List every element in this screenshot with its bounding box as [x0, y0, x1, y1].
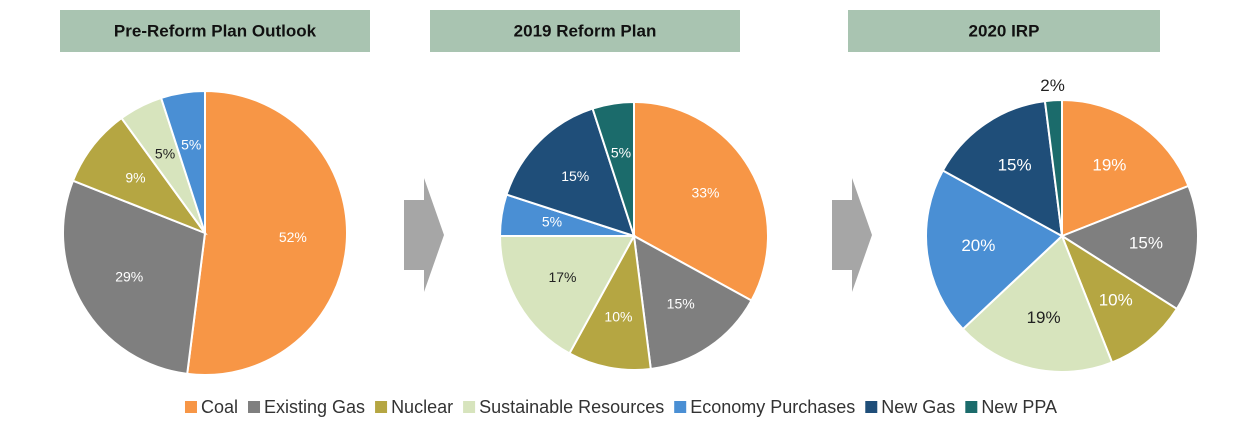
legend-label: Existing Gas — [264, 397, 365, 417]
legend-label: Economy Purchases — [690, 397, 855, 417]
value-label: 10% — [604, 308, 632, 324]
value-label: 15% — [561, 168, 589, 184]
pie-slice — [633, 100, 769, 302]
legend-item: Coal — [184, 397, 238, 417]
pie-slice — [632, 234, 753, 371]
pie-slice — [925, 169, 1064, 331]
panel-title: 2020 IRP — [969, 21, 1040, 40]
value-label: 19% — [1027, 308, 1061, 327]
legend-item: New Gas — [865, 397, 955, 417]
pie-slice — [1059, 233, 1179, 364]
pie-slice — [1043, 98, 1063, 237]
pie-slice — [159, 89, 206, 234]
pie-slice — [498, 235, 636, 355]
legend-swatch — [965, 401, 978, 413]
arrow — [404, 178, 444, 292]
legend-label: Nuclear — [391, 397, 453, 417]
value-label: 15% — [998, 156, 1032, 175]
value-label: 5% — [611, 145, 631, 161]
value-label: 9% — [125, 170, 145, 186]
legend-swatch — [674, 401, 687, 413]
legend-item: Economy Purchases — [674, 397, 855, 417]
value-label: 33% — [691, 184, 719, 200]
pie-slice — [1061, 98, 1190, 238]
legend-label: New PPA — [981, 397, 1057, 417]
pie-slice — [961, 234, 1114, 373]
value-label: 29% — [115, 269, 143, 285]
value-label: 15% — [667, 295, 695, 311]
legend-item: Sustainable Resources — [463, 397, 664, 417]
value-label: 10% — [1099, 290, 1133, 309]
legend-label: New Gas — [881, 397, 955, 417]
pie-slice — [186, 89, 348, 376]
pie-slice — [568, 232, 652, 371]
legend-label: Sustainable Resources — [479, 397, 664, 417]
legend-item: New PPA — [965, 397, 1057, 417]
panel-header — [848, 10, 1160, 52]
legend-swatch — [375, 401, 388, 413]
value-label: 52% — [279, 229, 307, 245]
legend-swatch — [865, 401, 878, 413]
value-label: 19% — [1092, 156, 1126, 175]
legend-swatch — [184, 401, 197, 413]
panel-title: Pre-Reform Plan Outlook — [114, 21, 317, 40]
legend-swatch — [248, 401, 261, 413]
legend-item: Existing Gas — [248, 397, 365, 417]
pie-slice — [62, 179, 207, 375]
arrow — [832, 178, 872, 292]
value-label: 2% — [1040, 76, 1065, 95]
panel-header — [430, 10, 740, 52]
value-label: 15% — [1129, 233, 1163, 252]
pie-slice — [941, 99, 1064, 238]
legend-item: Nuclear — [375, 397, 453, 417]
pie-slice — [71, 116, 208, 236]
panel-header — [60, 10, 370, 52]
pie-slice — [591, 100, 635, 237]
value-label: 5% — [542, 214, 562, 230]
pie-slice — [1059, 184, 1199, 311]
value-label: 17% — [548, 269, 576, 285]
value-label: 20% — [961, 236, 995, 255]
panel-title: 2019 Reform Plan — [514, 21, 657, 40]
value-label: 5% — [155, 145, 175, 161]
value-label: 5% — [181, 137, 201, 153]
legend-swatch — [463, 401, 476, 413]
legend-label: Coal — [201, 397, 238, 417]
